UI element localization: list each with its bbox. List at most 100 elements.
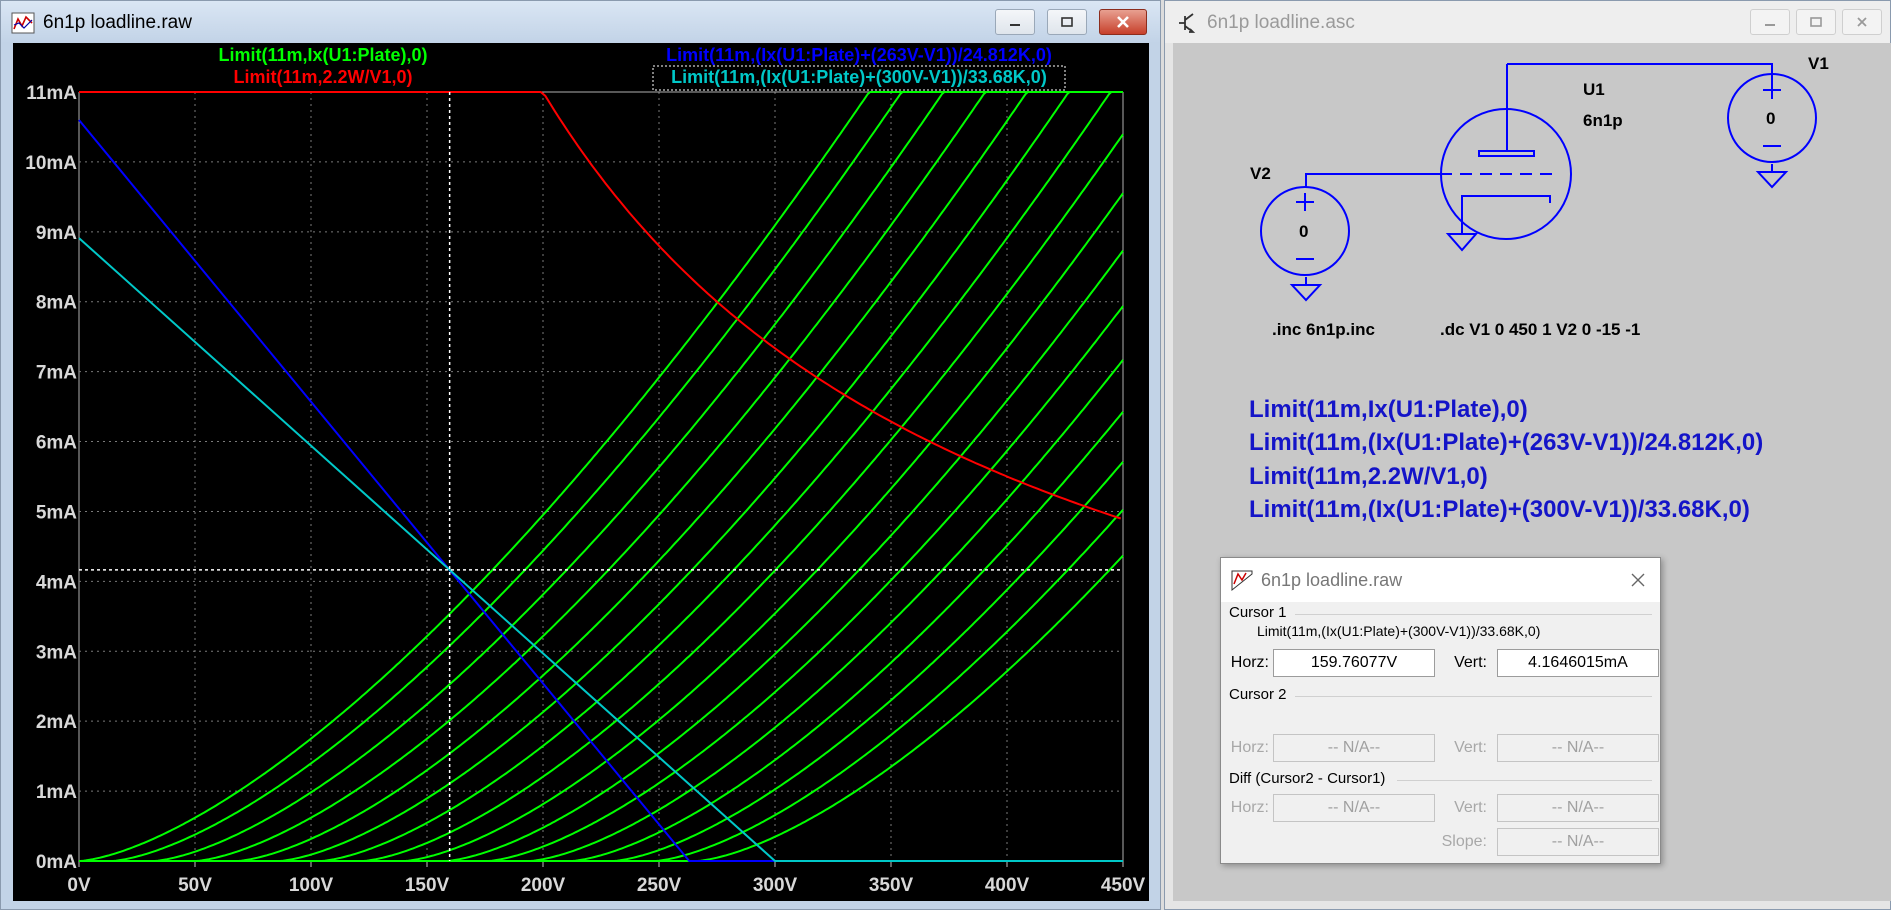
expression-3[interactable]: Limit(11m,2.2W/V1,0) bbox=[1249, 463, 1488, 490]
x-tick-label: 50V bbox=[178, 875, 212, 896]
y-tick-label: 7mA bbox=[36, 363, 77, 384]
waveform-titlebar[interactable]: 6n1p loadline.raw bbox=[1, 1, 1160, 43]
plate-curve bbox=[79, 359, 1124, 862]
diff-vert-field[interactable]: -- N/A-- bbox=[1497, 794, 1659, 822]
y-tick-label: 9mA bbox=[36, 223, 77, 244]
ground-icon bbox=[1445, 233, 1479, 252]
triode-u1-icon bbox=[1440, 108, 1572, 240]
x-tick-label: 150V bbox=[405, 875, 450, 896]
plate-curve bbox=[79, 250, 1124, 862]
schematic-window-title: 6n1p loadline.asc bbox=[1207, 12, 1355, 33]
cursor2-vert-label: Vert: bbox=[1454, 739, 1487, 756]
legend-entry[interactable]: Limit(11m,2.2W/V1,0) bbox=[233, 67, 412, 87]
ground-icon bbox=[1755, 164, 1789, 189]
y-tick-label: 1mA bbox=[36, 782, 77, 803]
cursor2-horz-field[interactable]: -- N/A-- bbox=[1273, 734, 1435, 762]
plate-curve bbox=[79, 91, 1123, 862]
waveform-app-icon bbox=[1231, 570, 1253, 592]
close-icon[interactable] bbox=[1630, 572, 1646, 588]
plate-curve bbox=[79, 411, 1124, 862]
schematic-app-icon bbox=[1179, 13, 1196, 33]
plate-curve bbox=[79, 91, 1123, 862]
cursor2-divider bbox=[1295, 696, 1652, 697]
cursor1-trace-name: Limit(11m,(Ix(U1:Plate)+(300V-V1))/33.68… bbox=[1257, 623, 1541, 639]
plate-curve bbox=[79, 305, 1124, 862]
plate-curve bbox=[78, 91, 1123, 862]
minimize-button[interactable] bbox=[995, 9, 1035, 35]
legend-entry[interactable]: Limit(11m,(Ix(U1:Plate)+(300V-V1))/33.68… bbox=[671, 67, 1047, 87]
v2-name[interactable]: V2 bbox=[1250, 164, 1271, 183]
schematic-maximize-button[interactable] bbox=[1796, 9, 1836, 35]
cursor2-horz-label: Horz: bbox=[1230, 739, 1269, 756]
power-limit-curve bbox=[79, 91, 1122, 520]
close-icon bbox=[1117, 16, 1129, 28]
x-tick-label: 250V bbox=[637, 875, 682, 896]
maximize-button[interactable] bbox=[1047, 9, 1087, 35]
voltage-source-v1-icon bbox=[1727, 73, 1817, 163]
v1-value[interactable]: 0 bbox=[1766, 109, 1776, 128]
plate-curve-chart[interactable]: 0V 50V 100V 150V 200V 250V 300V 350V 400V 450V 0mA… bbox=[13, 43, 1149, 901]
y-tick-label: 11mA bbox=[26, 83, 77, 104]
diff-slope-field[interactable]: -- N/A-- bbox=[1497, 828, 1659, 856]
expression-4[interactable]: Limit(11m,(Ix(U1:Plate)+(300V-V1))/33.68… bbox=[1249, 496, 1750, 523]
schematic-titlebar[interactable]: 6n1p loadline.asc bbox=[1165, 1, 1890, 43]
restore-icon bbox=[1061, 17, 1073, 27]
diff-divider bbox=[1397, 780, 1652, 781]
selected-legend-box bbox=[652, 65, 1066, 91]
plate-wire bbox=[1507, 63, 1773, 94]
diff-vert-label: Vert: bbox=[1454, 799, 1487, 816]
schematic-minimize-button[interactable] bbox=[1750, 9, 1790, 35]
restore-icon bbox=[1810, 17, 1822, 27]
tick-labels: 0V 50V 100V 150V 200V 250V 300V 350V 400V 450V 0mA… bbox=[25, 83, 1145, 896]
v1-name[interactable]: V1 bbox=[1808, 54, 1829, 73]
plate-curve bbox=[79, 91, 1123, 862]
diff-slope-label: Slope: bbox=[1441, 833, 1487, 850]
diff-horz-label: Horz: bbox=[1230, 799, 1269, 816]
legend-entry[interactable]: Limit(11m,Ix(U1:Plate),0) bbox=[218, 45, 427, 65]
dc-directive[interactable]: .dc V1 0 450 1 V2 0 -15 -1 bbox=[1440, 320, 1641, 339]
v2-value[interactable]: 0 bbox=[1299, 222, 1309, 241]
plate-curve bbox=[79, 554, 1124, 862]
inc-directive[interactable]: .inc 6n1p.inc bbox=[1272, 320, 1375, 339]
plot-pane[interactable]: 0V 50V 100V 150V 200V 250V 300V 350V 400V 450V 0mA… bbox=[13, 43, 1149, 901]
plate-curve bbox=[79, 461, 1124, 862]
cursor1-horz-label: Horz: bbox=[1230, 654, 1269, 671]
cursor1-horz-field[interactable]: 159.76077V bbox=[1273, 649, 1435, 677]
plate-curve bbox=[79, 91, 1123, 862]
legend-entry[interactable]: Limit(11m,(Ix(U1:Plate)+(263V-V1))/24.81… bbox=[666, 45, 1052, 65]
plate-curve bbox=[79, 91, 1123, 862]
minimize-icon bbox=[1765, 24, 1775, 26]
waveform-window-title: 6n1p loadline.raw bbox=[43, 12, 192, 33]
x-tick-label: 200V bbox=[521, 875, 566, 896]
y-tick-label: 4mA bbox=[36, 572, 77, 593]
u1-name[interactable]: U1 bbox=[1583, 80, 1605, 99]
wires bbox=[1305, 63, 1773, 234]
x-tick-label: 0V bbox=[67, 875, 91, 896]
legend: Limit(11m,Ix(U1:Plate),0)Limit(11m,2.2W/… bbox=[218, 45, 1066, 91]
expression-1[interactable]: Limit(11m,Ix(U1:Plate),0) bbox=[1249, 396, 1528, 423]
cursor-dialog: 6n1p loadline.raw Cursor 1 Limit(11m,(Ix… bbox=[1220, 557, 1661, 864]
close-button[interactable] bbox=[1099, 9, 1147, 35]
cursor1-vert-label: Vert: bbox=[1454, 654, 1487, 671]
cursor-dialog-title: 6n1p loadline.raw bbox=[1261, 570, 1403, 590]
minimize-icon bbox=[1010, 24, 1020, 26]
waveform-window: 6n1p loadline.raw 0V 50V 100V 150V 200V 250V 3… bbox=[0, 0, 1161, 910]
cursor2-vert-field[interactable]: -- N/A-- bbox=[1497, 734, 1659, 762]
schematic-close-button[interactable] bbox=[1842, 9, 1882, 35]
cursor-dialog-titlebar[interactable]: 6n1p loadline.raw bbox=[1221, 558, 1660, 602]
close-icon bbox=[1857, 17, 1867, 27]
plate-curve bbox=[79, 509, 1124, 862]
u1-model[interactable]: 6n1p bbox=[1583, 111, 1623, 130]
cursor1-vert-field[interactable]: 4.1646015mA bbox=[1497, 649, 1659, 677]
grid-wire bbox=[1305, 173, 1440, 188]
expression-2[interactable]: Limit(11m,(Ix(U1:Plate)+(263V-V1))/24.81… bbox=[1249, 429, 1764, 456]
x-tick-label: 350V bbox=[869, 875, 914, 896]
x-tick-label: 300V bbox=[753, 875, 798, 896]
loadline-300v bbox=[78, 237, 1123, 862]
y-tick-label: 0mA bbox=[36, 852, 77, 873]
cursor1-divider bbox=[1295, 614, 1652, 615]
diff-horz-field[interactable]: -- N/A-- bbox=[1273, 794, 1435, 822]
waveform-app-icon bbox=[11, 12, 35, 34]
diff-section-label: Diff (Cursor2 - Cursor1) bbox=[1229, 770, 1386, 787]
ground-icon bbox=[1289, 277, 1323, 302]
